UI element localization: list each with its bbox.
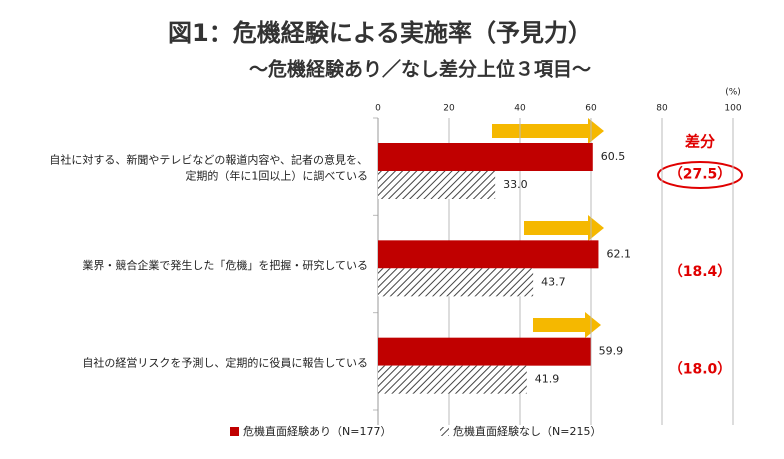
x-tick-label: 80 — [656, 104, 668, 114]
x-tick-label: 100 — [724, 104, 741, 114]
data-label: 59.9 — [599, 345, 624, 358]
data-label: 60.5 — [601, 150, 626, 163]
bar — [378, 365, 527, 394]
difference-label: （18.0） — [669, 361, 732, 377]
chart-title: 図1：危機経験による実施率（予見力） — [168, 19, 592, 47]
bar — [378, 268, 534, 297]
difference-label: （18.4） — [669, 264, 732, 280]
unit-label: (%) — [725, 88, 741, 98]
y-tick-label: 自社に対する、新聞やテレビなどの報道内容や、記者の意見を、定期的（年に1回以上）… — [49, 153, 368, 183]
data-label: 41.9 — [535, 373, 560, 386]
arrow — [533, 312, 601, 338]
y-tick-label: 自社の経営リスクを予測し、定期的に役員に報告している — [82, 355, 368, 369]
x-tick-label: 0 — [375, 104, 381, 114]
legend-label: 危機直面経験なし（N=215） — [453, 424, 601, 438]
difference-header: 差分 — [685, 133, 715, 151]
data-label: 43.7 — [541, 275, 566, 288]
legend-swatch — [440, 427, 449, 436]
bar — [378, 171, 496, 199]
chart-subtitle: 〜危機経験あり／なし差分上位３項目〜 — [249, 58, 591, 81]
x-tick-label: 60 — [585, 104, 597, 114]
y-tick-label: 業界・競合企業で発生した「危機」を把握・研究している — [82, 258, 368, 272]
legend-swatch — [230, 427, 239, 436]
bar — [378, 337, 591, 366]
x-tick-label: 20 — [443, 104, 455, 114]
data-label: 62.1 — [606, 247, 631, 260]
data-label: 33.0 — [503, 178, 528, 191]
difference-label: （27.5） — [669, 167, 732, 183]
highlight-ellipse — [657, 161, 743, 189]
arrow — [492, 118, 604, 144]
legend-label: 危機直面経験あり（N=177） — [243, 424, 391, 438]
bar — [378, 240, 599, 269]
bar — [378, 143, 593, 171]
x-tick-label: 40 — [514, 104, 526, 114]
arrow — [524, 215, 604, 241]
